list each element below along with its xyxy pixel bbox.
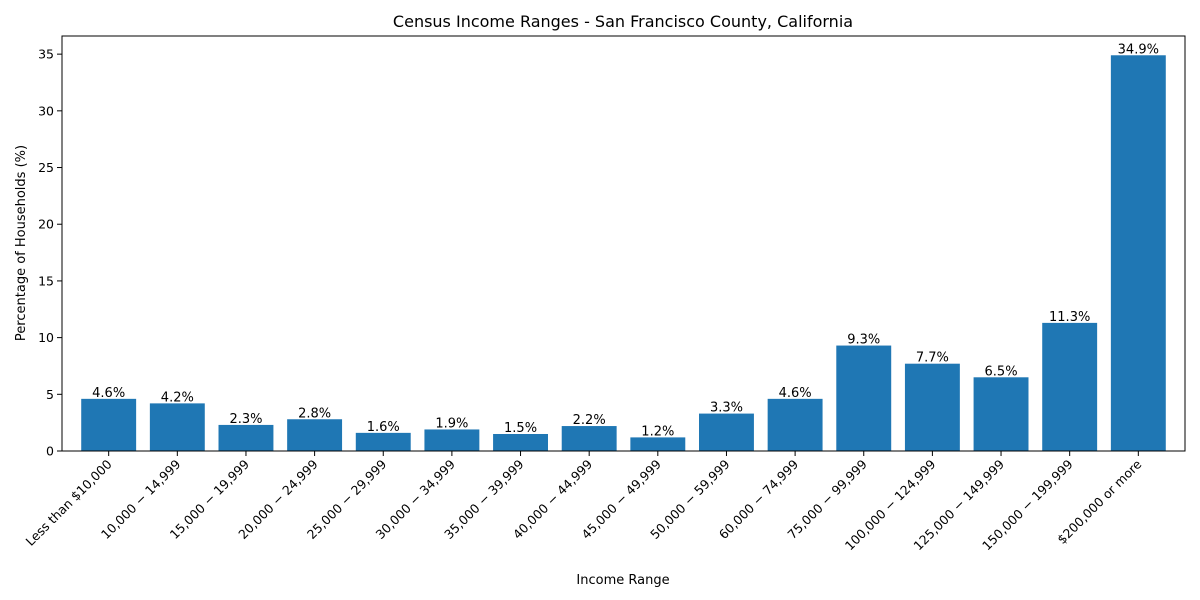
bar-value-label: 9.3%: [847, 333, 880, 348]
bar: [81, 398, 137, 451]
bar-value-label: 2.2%: [573, 413, 606, 428]
bar: [493, 433, 548, 451]
bar: [1110, 55, 1166, 452]
bar: [630, 437, 686, 451]
bar: [287, 419, 343, 451]
chart-title: Census Income Ranges - San Francisco Cou…: [393, 12, 853, 31]
bar-labels-layer: 4.6% 4.2% 2.3% 2.8% 1.6% 1.9% 1.5% 2.2% 1.2% 3.3%…: [92, 42, 1159, 439]
y-tick-label: 30: [38, 103, 54, 118]
bar-value-label: 3.3%: [710, 401, 743, 416]
bar-value-label: 1.2%: [641, 424, 674, 439]
y-axis: 0 5 10 15 20 25 30 35: [38, 47, 62, 459]
bar-value-label: 4.6%: [779, 386, 812, 401]
plot-frame: [61, 35, 1186, 452]
bar-value-label: 1.6%: [367, 420, 400, 435]
bar: [561, 426, 617, 451]
bar: [699, 413, 754, 451]
bar: [836, 345, 892, 451]
bar-value-label: 7.7%: [916, 351, 949, 366]
y-tick-label: 5: [46, 387, 54, 402]
bar-value-label: 4.6%: [92, 386, 125, 401]
bar: [424, 429, 480, 451]
bar-value-label: 2.3%: [229, 412, 262, 427]
bar: [973, 377, 1029, 451]
y-tick-label: 10: [38, 330, 54, 345]
bar-value-label: 34.9%: [1118, 42, 1159, 57]
x-axis-title: Income Range: [576, 573, 669, 588]
bar: [904, 363, 960, 451]
bar: [767, 398, 823, 451]
y-tick-label: 25: [38, 160, 54, 175]
bar-value-label: 4.2%: [161, 390, 194, 405]
bar-value-label: 6.5%: [985, 364, 1018, 379]
y-tick-label: 20: [38, 217, 54, 232]
bar-value-label: 1.9%: [435, 416, 468, 431]
bar-value-label: 2.8%: [298, 406, 331, 421]
bar-value-label: 11.3%: [1049, 310, 1090, 325]
bar: [218, 424, 274, 451]
bars-layer: [81, 55, 1166, 452]
bar: [355, 432, 411, 451]
bar: [1042, 322, 1098, 451]
bar-value-label: 1.5%: [504, 421, 537, 436]
y-tick-label: 35: [38, 47, 54, 62]
y-tick-label: 0: [46, 444, 54, 459]
bar: [149, 403, 205, 451]
y-tick-label: 15: [38, 273, 54, 288]
y-axis-title: Percentage of Households (%): [14, 145, 29, 341]
